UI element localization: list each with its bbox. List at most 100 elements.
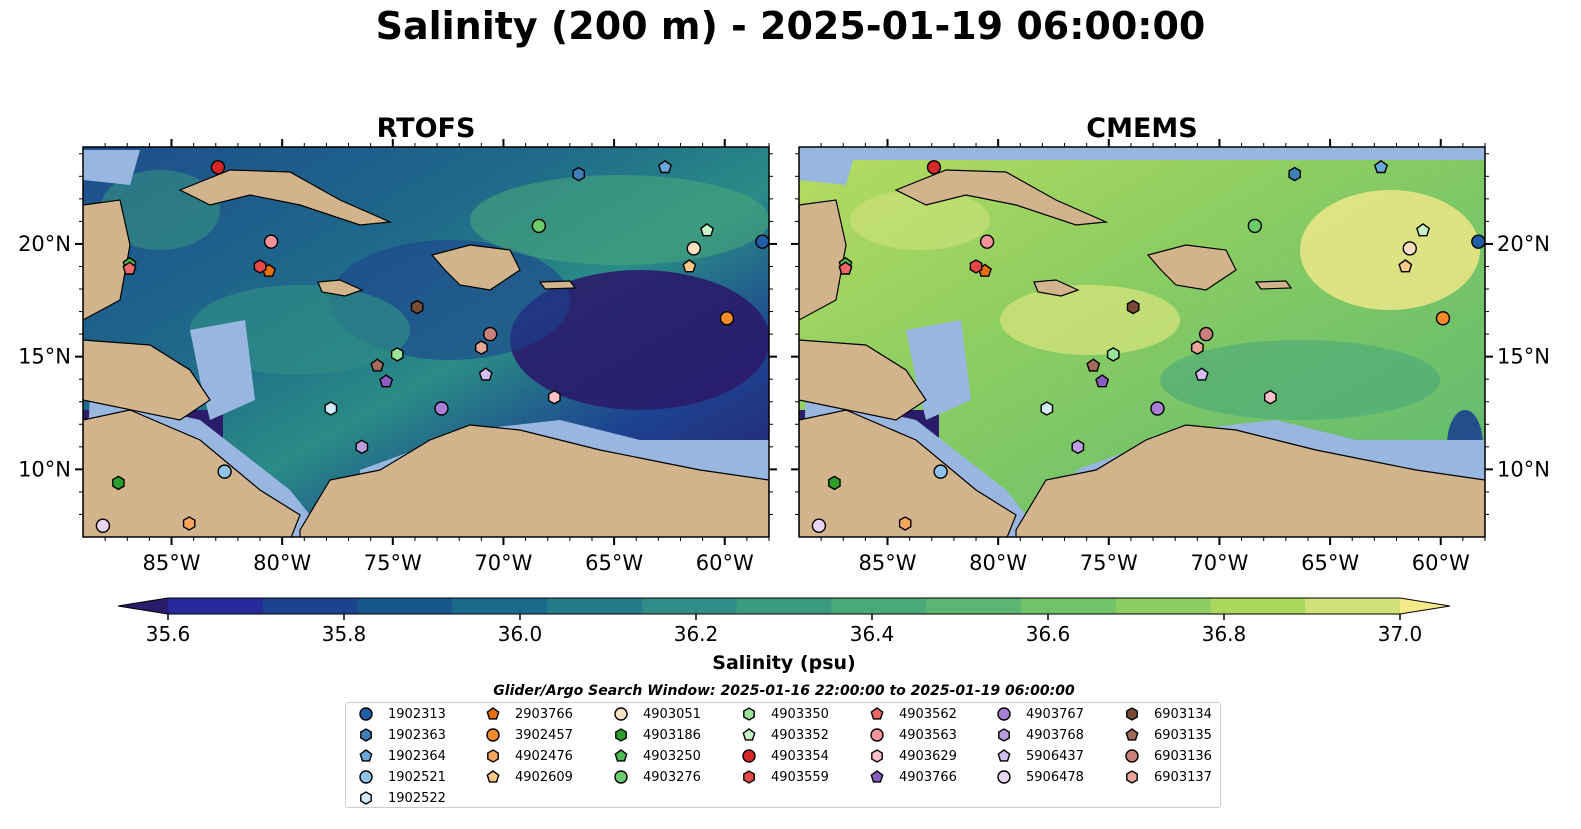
legend-label: 4903766 [899,769,957,785]
rtofs-land-jamaica [317,279,364,297]
colorbar-tick-label: 36.0 [498,622,543,646]
legend-marker-shape [359,749,373,762]
float-marker-1902521 [933,464,948,479]
float-marker-3902457 [1435,311,1451,326]
float-marker-1902522 [324,401,338,416]
cmems-high-patch [850,190,990,250]
legend: 1902313 1902363 1902364 1902521 1902522 29037… [345,702,1221,808]
legend-marker-pentagon [486,707,500,720]
cmems-panel-title: CMEMS [1086,113,1197,144]
legend-marker-pentagon [742,728,756,741]
rtofs-panel: RTOFS 85°W 80°W 75°W 70°W 65°W 60°W 10°N [18,113,777,575]
x-tick-label: 70°W [1190,551,1248,575]
colorbar-extend-low [118,598,168,614]
float-marker-4902476 [182,516,196,531]
colorbar-swatch [736,598,832,614]
float-marker-4903276 [531,218,547,234]
legend-label: 6903136 [1154,748,1212,764]
legend-marker-hexagon [360,791,372,805]
legend-marker-shape [1126,770,1138,784]
legend-label: 4903352 [771,727,829,743]
x-tick-label: 80°W [969,551,1027,575]
rtofs-land-central-america [83,339,211,421]
legend-item: 4903352 [739,726,829,744]
legend-marker-circle [359,707,373,721]
legend-marker-hexagon [487,749,499,763]
legend-item: 6903135 [1122,726,1212,744]
x-tick-label: 75°W [364,551,422,575]
cmems-high-patch [1000,285,1180,355]
colorbar-swatch [547,598,643,614]
float-marker-1902363 [572,166,585,182]
cmems-land-jamaica [1033,279,1080,297]
cmems-axes-frame [798,146,1486,538]
legend-item: 1902364 [356,747,446,765]
legend-item: 4903766 [867,768,957,786]
legend-item: 6903134 [1122,705,1212,723]
legend-label: 4903629 [899,748,957,764]
legend-marker-pentagon [359,749,373,762]
legend-label: 4903350 [771,706,829,722]
legend-item: 6903136 [1122,747,1212,765]
legend-marker-hexagon [615,728,627,742]
rtofs-axes-ticks: 85°W 80°W 75°W 70°W 65°W 60°W 10°N 15°N 20°N [18,139,777,575]
legend-item: 4903350 [739,705,829,723]
colorbar-swatch [926,598,1022,614]
x-tick-label: 80°W [253,551,311,575]
colorbar-tick-label: 36.8 [1202,622,1247,646]
float-marker-6903134 [410,299,424,315]
legend-label: 4903051 [643,706,701,722]
legend-label: 5906437 [1026,748,1084,764]
legend-marker-hexagon [871,749,883,763]
legend-item: 4903767 [994,705,1084,723]
rtofs-land-cuba [178,169,393,226]
float-marker-6903136 [1198,326,1214,342]
cmems-axes-ticks: 85°W 80°W 75°W 70°W 65°W 60°W 10°N 15°N 20°N [791,139,1550,575]
cmems-float-markers [811,159,1486,533]
legend-item: 4903559 [739,768,829,786]
colorbar-swatch [262,598,359,614]
legend-item: 1902313 [356,705,446,723]
legend-item: 4902609 [483,768,573,786]
rtofs-shelf [83,150,140,185]
legend-item: 4902476 [483,747,573,765]
legend-marker-shape [486,728,500,742]
float-marker-4903186 [828,475,841,491]
legend-marker-hexagon [360,728,372,742]
legend-item: 2903766 [483,705,573,723]
float-marker-6903136 [482,326,498,342]
float-marker-4903767 [434,401,449,416]
legend-label: 6903135 [1154,727,1212,743]
float-marker-4903563 [263,234,279,249]
colorbar-swatch [831,598,927,614]
legend-item: 5906437 [994,747,1084,765]
legend-item: 5906478 [994,768,1084,786]
rtofs-axes-frame [82,146,770,538]
float-marker-4903051 [686,241,701,256]
cmems-panel: CMEMS 85°W 80°W 75°W 70°W 65°W 60°W 10°N 15°N 20… [791,113,1550,575]
colorbar-swatch [452,598,548,614]
legend-item: 4903629 [867,747,957,765]
colorbar-swatch [357,598,453,614]
colorbar-swatch [1115,598,1211,614]
float-marker-4903350 [1106,347,1120,362]
legend-marker-shape [997,707,1011,721]
float-marker-5906437 [1194,367,1209,381]
x-tick-label: 75°W [1080,551,1138,575]
float-marker-4903352 [1416,223,1431,237]
rtofs-land-puerto-rico [538,280,577,290]
legend-marker-circle [742,749,756,763]
legend-label: 1902313 [388,706,446,722]
legend-label: 5906478 [1026,769,1084,785]
float-marker-6903135 [370,358,385,372]
float-marker-4902476 [898,516,912,531]
figure-title: Salinity (200 m) - 2025-01-19 06:00:00 [375,4,1206,48]
cmems-land-hispaniola [1146,244,1237,291]
float-marker-4902609 [1398,259,1413,273]
float-marker-4903562 [838,261,853,275]
legend-label: 1902521 [388,769,446,785]
search-window-text: Glider/Argo Search Window: 2025-01-16 22… [493,683,1075,699]
rtofs-panel-title: RTOFS [377,113,476,144]
legend-label: 4903768 [1026,727,1084,743]
legend-marker-shape [614,770,628,784]
